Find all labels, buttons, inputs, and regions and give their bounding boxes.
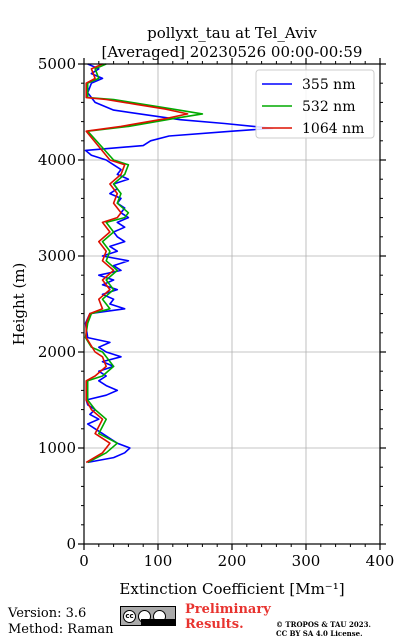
x-tick-label: 400 [366,552,395,570]
plot-lines [84,63,274,464]
series-line-2 [85,63,189,464]
legend: 355 nm 532 nm 1064 nm [255,69,375,139]
license-bar [141,619,175,625]
y-tick-label: 1000 [38,439,76,457]
legend-label: 1064 nm [302,121,364,137]
x-tick-label: 0 [79,552,89,570]
extinction-profile-chart: pollyxt_tau at Tel_Aviv [Averaged] 20230… [10,24,395,598]
y-tick-label: 2000 [38,343,76,361]
copyright-line-2: CC BY SA 4.0 License. [276,629,363,638]
version-text: Version: 3.6 [8,606,87,621]
chart-subtitle: [Averaged] 20230526 00:00-00:59 [102,43,363,61]
cc-license-badge[interactable]: cc [120,606,176,626]
legend-label: 355 nm [302,77,355,93]
preliminary-line-2: Results. [185,617,244,632]
x-axis-label: Extinction Coefficient [Mm⁻¹] [119,580,344,598]
series-line-1 [84,63,204,464]
copyright-notice: © TROPOS & TAU 2023. CC BY SA 4.0 Licens… [276,620,371,638]
method-text: Method: Raman [8,622,114,637]
y-tick-label: 3000 [38,247,76,265]
cc-icon: cc [123,609,136,623]
copyright-line-1: © TROPOS & TAU 2023. [276,620,371,629]
legend-label: 532 nm [302,99,355,115]
y-tick-label: 0 [66,535,76,553]
y-tick-label: 5000 [38,55,76,73]
x-tick-label: 300 [292,552,321,570]
preliminary-line-1: Preliminary [185,602,271,617]
chart-title: pollyxt_tau at Tel_Aviv [147,24,317,42]
series-line-0 [84,63,274,464]
x-tick-label: 100 [144,552,173,570]
x-tick-label: 200 [218,552,247,570]
preliminary-notice: Preliminary Results. [185,602,271,632]
legend-box [255,69,375,139]
legend-items: 355 nm 532 nm 1064 nm [262,77,364,137]
y-axis-label: Height (m) [10,263,28,346]
y-tick-label: 4000 [38,151,76,169]
